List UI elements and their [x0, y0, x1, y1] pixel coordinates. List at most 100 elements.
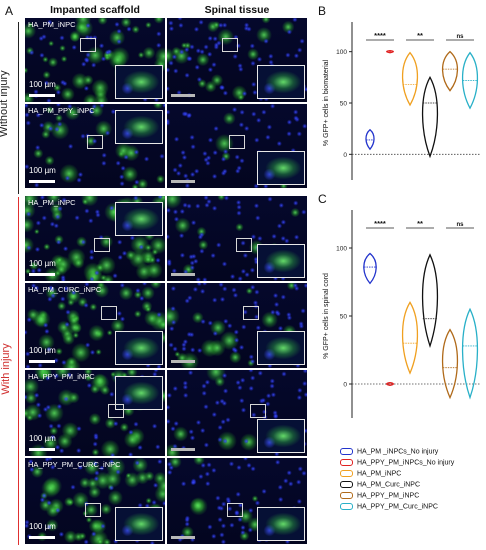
group-bracket-top — [18, 22, 19, 194]
scaffold-image: HA_PM_PPY_iNPC 100 µm — [25, 104, 165, 188]
scale-bar — [171, 94, 195, 97]
panel-letter-c: C — [318, 192, 327, 206]
scale-bar-label: 100 µm — [29, 434, 56, 443]
zoom-inset — [257, 151, 305, 185]
y-tick-label: 100 — [336, 49, 347, 56]
significance-label: **** — [374, 31, 386, 40]
zoom-inset — [257, 244, 305, 278]
column-header-spinal: Spinal tissue — [204, 4, 270, 16]
violin-3 — [401, 301, 419, 375]
sample-label: HA_PM_iNPC — [28, 198, 76, 207]
spinal-image — [167, 283, 307, 368]
sample-label: HA_PM_iNPC — [28, 20, 76, 29]
zoom-inset — [115, 331, 163, 365]
scale-bar — [29, 180, 55, 183]
legend-swatch — [340, 492, 353, 499]
region-of-interest — [87, 135, 103, 149]
significance-label: **** — [374, 219, 386, 228]
group-bracket-bottom — [18, 197, 19, 545]
violin-3 — [401, 51, 419, 107]
scale-bar — [29, 94, 55, 97]
scale-bar — [171, 360, 195, 363]
violin-1 — [365, 128, 375, 151]
legend-swatch — [340, 481, 353, 488]
scale-bar-label: 100 µm — [29, 80, 56, 89]
chart-c: 0 50 100% GFP+ cells in spinal cord **** ** n… — [318, 202, 484, 424]
zoom-inset — [257, 65, 305, 99]
significance-label: ** — [417, 31, 423, 40]
scale-bar — [171, 448, 195, 451]
violin-6 — [461, 307, 479, 400]
sample-label: HA_PM_CURC_iNPC — [28, 285, 102, 294]
zoom-inset — [115, 110, 163, 144]
scaffold-image: HA_PM_iNPC 100 µm — [25, 196, 165, 281]
zoom-inset — [257, 419, 305, 453]
legend-swatch — [340, 470, 353, 477]
violin-4 — [421, 75, 439, 159]
significance-label: ns — [456, 222, 464, 228]
scale-bar — [29, 448, 55, 451]
sample-label: HA_PPY_PM_iNPC — [28, 372, 95, 381]
legend: HA_PM _iNPCs_No injury HA_PPY_PM_iNPCs_N… — [340, 448, 484, 524]
region-of-interest — [250, 404, 266, 418]
y-axis-title: % GFP+ cells in spinal cord — [323, 273, 330, 359]
region-of-interest — [85, 503, 101, 517]
legend-item: HA_PM_iNPC — [340, 470, 401, 477]
scale-bar-label: 100 µm — [29, 522, 56, 531]
scale-bar — [171, 180, 195, 183]
scale-bar-label: 100 µm — [29, 346, 56, 355]
legend-swatch — [340, 503, 353, 510]
zoom-inset — [115, 202, 163, 236]
y-tick-label: 0 — [343, 152, 347, 159]
column-header-scaffold: Impanted scaffold — [50, 4, 140, 16]
spinal-image — [167, 458, 307, 544]
violin-6 — [461, 51, 479, 110]
spinal-image — [167, 18, 307, 102]
violin-2 — [386, 49, 394, 54]
spinal-image — [167, 196, 307, 281]
zoom-inset — [115, 376, 163, 410]
region-of-interest — [229, 135, 245, 149]
chart-b: 0 50 100% GFP+ cells in biomaterial **** ** n… — [318, 14, 484, 186]
significance-label: ** — [417, 219, 423, 228]
panel-letter-b: B — [318, 4, 327, 18]
scaffold-image: HA_PM_CURC_iNPC 100 µm — [25, 283, 165, 368]
scale-bar — [171, 273, 195, 276]
y-tick-label: 100 — [336, 246, 347, 253]
y-tick-label: 50 — [340, 314, 348, 321]
region-of-interest — [94, 238, 110, 252]
scale-bar — [29, 360, 55, 363]
y-tick-label: 0 — [343, 382, 347, 389]
region-of-interest — [236, 238, 252, 252]
zoom-inset — [257, 507, 305, 541]
sample-label: HA_PM_PPY_iNPC — [28, 106, 95, 115]
region-of-interest — [222, 38, 238, 52]
legend-item: HA_PPY_PM_Curc_iNPC — [340, 503, 438, 510]
significance-label: ns — [456, 34, 464, 40]
y-axis-title: % GFP+ cells in biomaterial — [323, 59, 330, 146]
scale-bar — [29, 273, 55, 276]
panel-letter-a: A — [5, 4, 14, 18]
y-tick-label: 50 — [340, 101, 348, 108]
legend-item: HA_PM_Curc_iNPC — [340, 481, 420, 488]
region-of-interest — [227, 503, 243, 517]
spinal-image — [167, 370, 307, 456]
zoom-inset — [115, 507, 163, 541]
scaffold-image: HA_PPY_PM_iNPC 100 µm — [25, 370, 165, 456]
region-of-interest — [101, 306, 117, 320]
legend-item: HA_PM _iNPCs_No injury — [340, 448, 438, 455]
scale-bar-label: 100 µm — [29, 259, 56, 268]
scale-bar — [29, 536, 55, 539]
legend-item: HA_PPY_PM_iNPC — [340, 492, 419, 499]
violin-2 — [386, 381, 394, 387]
legend-swatch — [340, 448, 353, 455]
spinal-image — [167, 104, 307, 188]
scale-bar-label: 100 µm — [29, 166, 56, 175]
sample-label: HA_PPY_PM_CURC_iNPC — [28, 460, 121, 469]
scaffold-image: HA_PPY_PM_CURC_iNPC 100 µm — [25, 458, 165, 544]
region-of-interest — [80, 38, 96, 52]
scale-bar — [171, 536, 195, 539]
legend-swatch — [340, 459, 353, 466]
legend-item: HA_PPY_PM_iNPCs_No injury — [340, 459, 454, 466]
